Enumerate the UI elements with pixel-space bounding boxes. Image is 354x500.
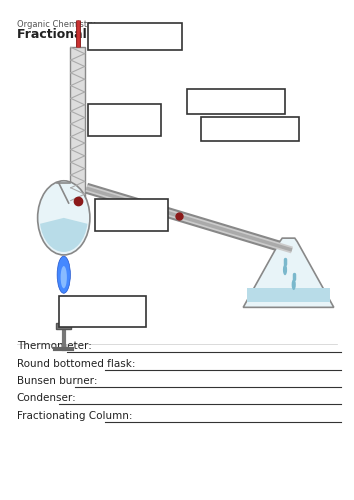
Text: Condenser:: Condenser: bbox=[17, 394, 76, 404]
Ellipse shape bbox=[57, 256, 70, 294]
FancyBboxPatch shape bbox=[88, 104, 161, 136]
FancyBboxPatch shape bbox=[95, 199, 168, 231]
Ellipse shape bbox=[61, 266, 67, 288]
Text: Bunsen burner:: Bunsen burner: bbox=[17, 376, 97, 386]
FancyBboxPatch shape bbox=[188, 90, 285, 114]
Text: Fractional Distillation: Fractional Distillation bbox=[17, 28, 167, 42]
Ellipse shape bbox=[292, 279, 296, 290]
FancyBboxPatch shape bbox=[88, 22, 182, 50]
Text: Round bottomed flask:: Round bottomed flask: bbox=[17, 358, 135, 368]
Text: Thermometer:: Thermometer: bbox=[17, 342, 92, 351]
Ellipse shape bbox=[283, 264, 287, 275]
FancyBboxPatch shape bbox=[58, 296, 145, 326]
Wedge shape bbox=[40, 218, 87, 252]
Text: Organic Chemistry: Organic Chemistry bbox=[17, 20, 95, 29]
FancyBboxPatch shape bbox=[70, 48, 85, 201]
Polygon shape bbox=[243, 238, 334, 308]
FancyBboxPatch shape bbox=[56, 323, 71, 329]
FancyBboxPatch shape bbox=[201, 116, 299, 141]
Text: Fractionating Column:: Fractionating Column: bbox=[17, 410, 132, 420]
FancyBboxPatch shape bbox=[60, 296, 67, 323]
Polygon shape bbox=[247, 288, 330, 302]
Circle shape bbox=[38, 181, 90, 255]
